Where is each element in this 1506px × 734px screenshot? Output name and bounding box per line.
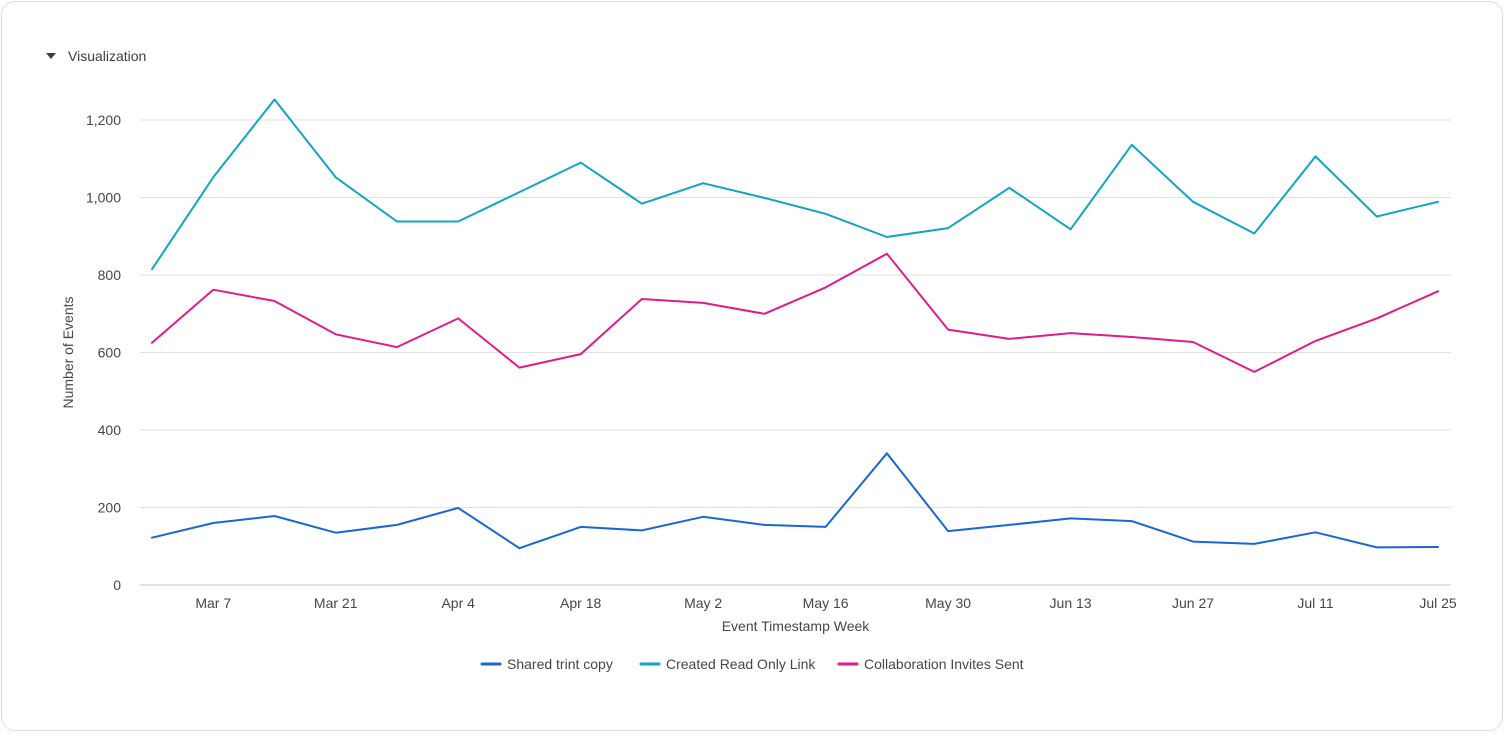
series-line-collaboration-invites-sent[interactable] <box>151 252 1439 373</box>
x-tick-label: May 16 <box>803 595 849 611</box>
x-tick-label: May 2 <box>684 595 722 611</box>
caret-down-icon <box>46 53 56 59</box>
y-axis-ticks: 0 200 400 600 800 1,000 1,200 <box>86 112 121 593</box>
y-tick-label: 1,200 <box>86 112 121 128</box>
x-tick-label: Apr 18 <box>560 595 601 611</box>
y-axis-title: Number of Events <box>60 296 76 408</box>
x-tick-label: Jul 11 <box>1297 595 1334 611</box>
legend-label: Created Read Only Link <box>666 656 816 672</box>
y-tick-label: 400 <box>98 422 122 438</box>
chart-legend: Shared trint copy Created Read Only Link C… <box>480 656 1024 672</box>
legend-item[interactable]: Shared trint copy <box>480 656 613 672</box>
x-tick-label: Mar 7 <box>195 595 231 611</box>
x-tick-label: May 30 <box>925 595 971 611</box>
visualization-section-toggle[interactable]: Visualization <box>42 44 146 68</box>
series-line-shared-trint-copy[interactable] <box>151 452 1439 550</box>
y-tick-label: 0 <box>113 577 121 593</box>
x-tick-label: Jun 27 <box>1172 595 1214 611</box>
chart-gridlines <box>140 119 1451 586</box>
y-tick-label: 600 <box>98 345 122 361</box>
series-line-created-read-only-link[interactable] <box>151 98 1439 271</box>
x-axis-ticks: Mar 7 Mar 21 Apr 4 Apr 18 May 2 May 16 May 30 J… <box>195 595 1457 611</box>
chart-series <box>151 98 1439 550</box>
x-tick-label: Jun 13 <box>1050 595 1092 611</box>
legend-label: Collaboration Invites Sent <box>864 656 1024 672</box>
y-tick-label: 800 <box>98 267 122 283</box>
y-tick-label: 200 <box>98 500 122 516</box>
legend-item[interactable]: Created Read Only Link <box>639 656 816 672</box>
legend-label: Shared trint copy <box>507 656 613 672</box>
section-title: Visualization <box>68 48 147 64</box>
legend-item[interactable]: Collaboration Invites Sent <box>837 656 1024 672</box>
x-tick-label: Jul 25 <box>1419 595 1457 611</box>
x-axis-title: Event Timestamp Week <box>722 618 871 634</box>
x-tick-label: Mar 21 <box>314 595 358 611</box>
y-tick-label: 1,000 <box>86 190 121 206</box>
x-tick-label: Apr 4 <box>441 595 475 611</box>
